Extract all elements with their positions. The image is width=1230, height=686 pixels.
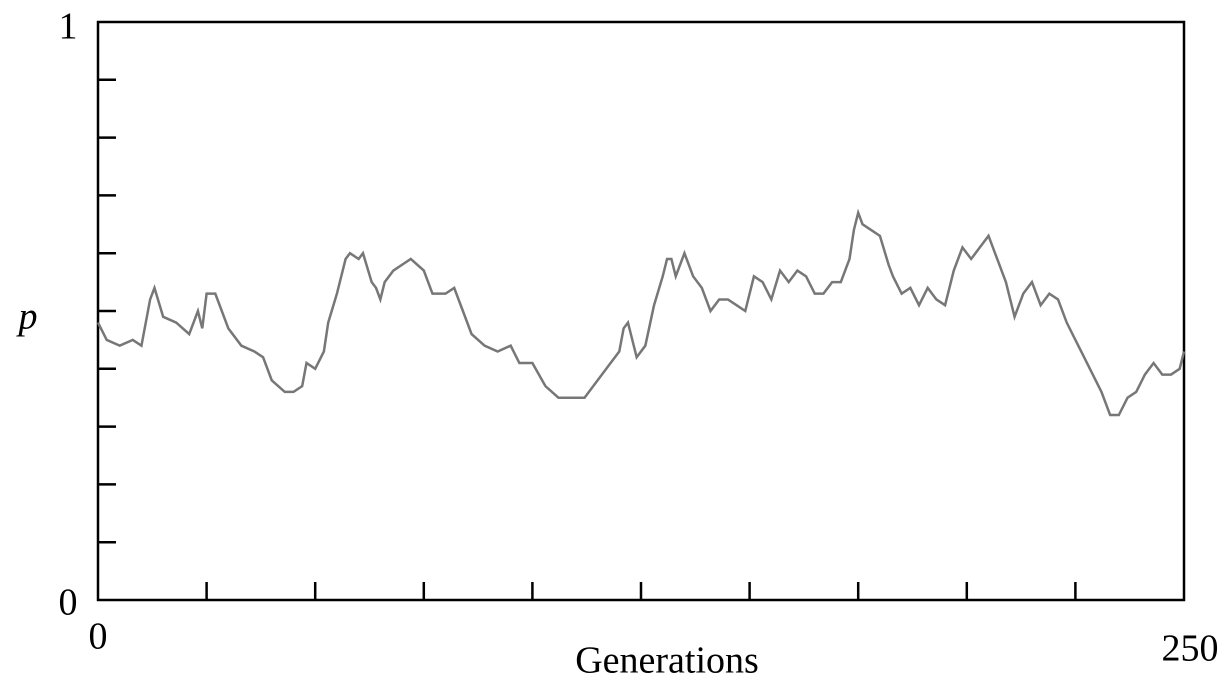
y-tick-label: 1 [59,6,78,48]
y-tick-label: 0 [59,582,78,624]
x-axis-label: Generations [575,640,759,682]
plot-frame [96,20,1186,602]
y-axis-label: p [16,296,38,338]
x-tick-label: 0 [89,616,108,658]
data-line [96,208,1186,417]
x-tick-label: 250 [1162,628,1219,670]
